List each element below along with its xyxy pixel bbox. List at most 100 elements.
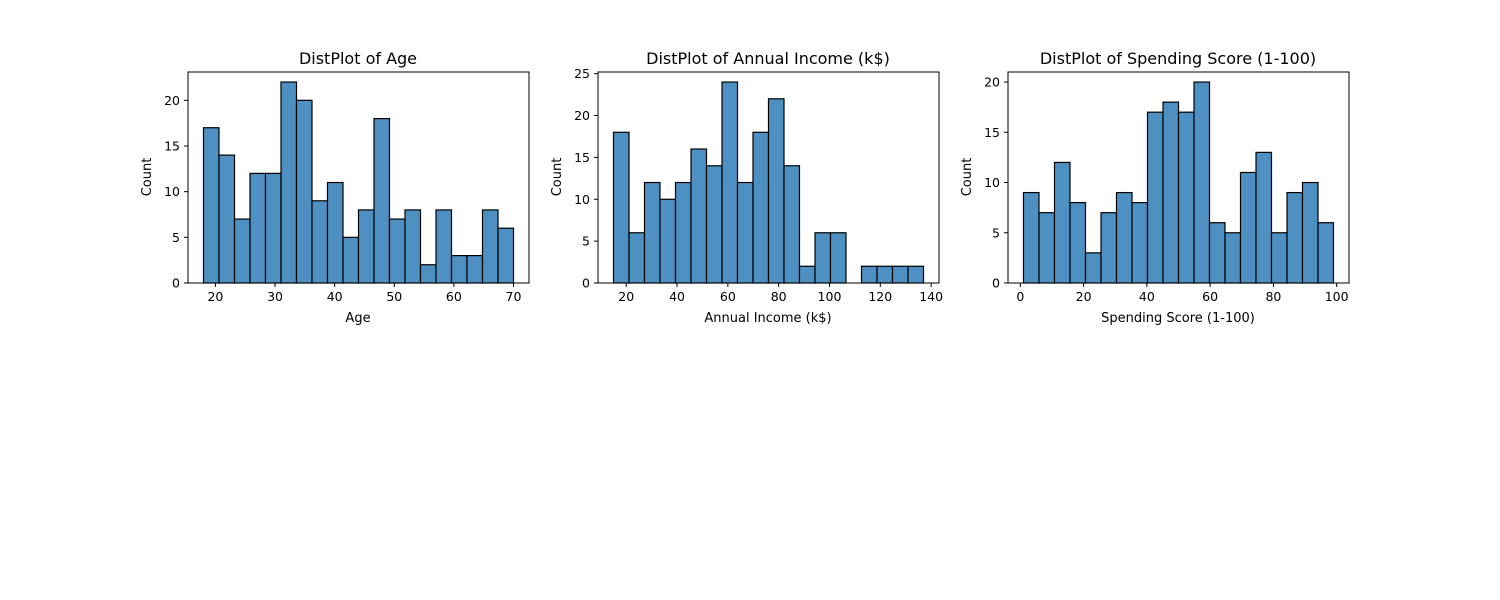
- histogram-bar: [659, 198, 677, 284]
- x-tick-label: 80: [771, 289, 787, 304]
- histogram-bar: [1115, 191, 1133, 284]
- x-tick-label: 40: [1139, 289, 1155, 304]
- bars: [202, 81, 515, 284]
- x-tick-label: 120: [868, 289, 892, 304]
- y-tick-label: 5: [172, 230, 180, 245]
- histogram-bar: [481, 209, 499, 284]
- histogram-annual-income: DistPlot of Annual Income (k$) 20 40 60 80 1…: [550, 49, 943, 326]
- histogram-bar: [497, 227, 515, 284]
- y-tick-label: 10: [164, 184, 180, 199]
- x-tick-label: 80: [1265, 289, 1281, 304]
- histogram-bar: [1038, 212, 1056, 284]
- y-ticks: 0 5 10 15 20: [984, 75, 1008, 291]
- y-tick-label: 15: [574, 150, 590, 165]
- histogram-bar: [736, 181, 754, 284]
- y-tick-label: 10: [984, 175, 1000, 190]
- y-tick-label: 5: [992, 225, 1000, 240]
- y-axis-label: Count: [960, 158, 975, 197]
- histogram-bar: [1069, 202, 1087, 284]
- x-tick-label: 20: [207, 289, 223, 304]
- x-tick-label: 60: [720, 289, 736, 304]
- histogram-bar: [280, 81, 298, 284]
- x-tick-label: 0: [1016, 289, 1024, 304]
- y-tick-label: 5: [582, 234, 590, 249]
- histogram-bar: [1193, 81, 1211, 284]
- histogram-bar: [1270, 232, 1288, 284]
- y-tick-label: 25: [574, 66, 590, 81]
- y-tick-label: 15: [164, 138, 180, 153]
- histogram-bar: [907, 265, 925, 284]
- x-tick-label: 70: [506, 289, 522, 304]
- histogram-bar: [1084, 252, 1102, 284]
- y-axis-label: Count: [550, 158, 565, 197]
- x-tick-label: 100: [818, 289, 842, 304]
- x-ticks: 0 20 40 60 80 100: [1016, 283, 1349, 304]
- histogram-bar: [876, 265, 894, 284]
- y-tick-label: 15: [984, 125, 1000, 140]
- x-tick-label: 60: [1202, 289, 1218, 304]
- histogram-bar: [628, 232, 646, 284]
- histogram-bar: [814, 232, 832, 284]
- histogram-bar: [419, 264, 437, 284]
- histogram-bar: [435, 209, 453, 284]
- y-tick-label: 20: [984, 75, 1000, 90]
- histogram-bar: [249, 172, 267, 284]
- x-tick-label: 100: [1325, 289, 1349, 304]
- histogram-bar: [218, 154, 236, 284]
- x-tick-label: 40: [327, 289, 343, 304]
- y-tick-label: 0: [172, 276, 180, 291]
- histogram-spending-score: DistPlot of Spending Score (1-100) 0 20 40…: [960, 49, 1350, 326]
- histogram-bar: [721, 81, 739, 284]
- x-tick-label: 60: [446, 289, 462, 304]
- histogram-bar: [295, 99, 313, 284]
- histogram-bar: [1022, 191, 1040, 284]
- y-tick-label: 20: [164, 93, 180, 108]
- histogram-bar: [233, 218, 251, 284]
- y-tick-label: 0: [992, 276, 1000, 291]
- histogram-bar: [1286, 191, 1304, 284]
- histogram-bar: [466, 254, 484, 284]
- y-tick-label: 20: [574, 108, 590, 123]
- histogram-bar: [1301, 181, 1319, 284]
- y-ticks: 0 5 10 15 20 25: [574, 66, 598, 291]
- chart-title: DistPlot of Spending Score (1-100): [1040, 49, 1316, 68]
- histogram-bar: [450, 254, 468, 284]
- histogram-bar: [1224, 232, 1242, 284]
- axes-frame: [1007, 71, 1350, 284]
- x-tick-label: 30: [267, 289, 283, 304]
- histogram-bar: [202, 127, 220, 284]
- histogram-bar: [326, 181, 344, 284]
- histogram-bar: [357, 209, 375, 284]
- histogram-bar: [612, 131, 630, 284]
- histogram-bar: [1317, 222, 1335, 284]
- histogram-bar: [674, 181, 692, 284]
- histogram-bar: [690, 148, 708, 284]
- y-axis-label: Count: [140, 158, 155, 197]
- histogram-bar: [1100, 212, 1118, 284]
- histogram-bar: [767, 98, 785, 284]
- x-tick-label: 20: [1076, 289, 1092, 304]
- histogram-bar: [798, 265, 816, 284]
- axes-frame: [597, 71, 940, 284]
- histogram-bar: [1162, 101, 1180, 284]
- histogram-bar: [404, 209, 422, 284]
- histogram-bar: [1255, 151, 1273, 284]
- histogram-bar: [373, 117, 391, 284]
- x-ticks: 20 40 60 80 100 120 140: [618, 283, 943, 304]
- x-axis-label: Annual Income (k$): [704, 311, 831, 326]
- histogram-bar: [388, 218, 406, 284]
- histogram-bar: [783, 165, 801, 284]
- histogram-bar: [264, 172, 282, 284]
- x-tick-label: 20: [618, 289, 634, 304]
- y-ticks: 0 5 10 15 20: [164, 93, 188, 291]
- bars: [1022, 81, 1335, 284]
- histogram-bar: [860, 265, 878, 284]
- histogram-bar: [705, 165, 723, 284]
- y-tick-label: 10: [574, 192, 590, 207]
- x-tick-label: 140: [919, 289, 943, 304]
- histogram-bar: [643, 181, 661, 284]
- x-tick-label: 50: [386, 289, 402, 304]
- histogram-bar: [342, 236, 360, 284]
- histogram-bar: [311, 200, 329, 284]
